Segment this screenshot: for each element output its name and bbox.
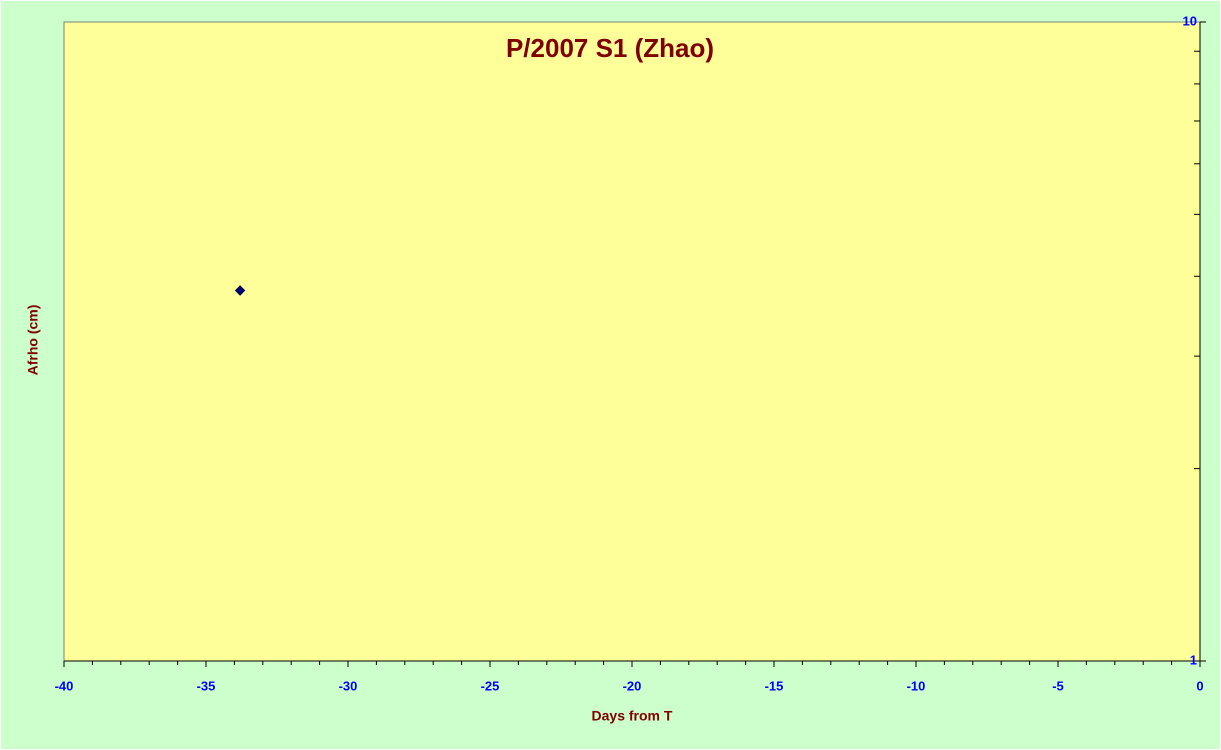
data-point: [234, 285, 246, 296]
y-tick-label: 10: [1183, 13, 1197, 28]
y-tick-label: 1: [1190, 652, 1197, 667]
x-tick-label: -5: [1052, 678, 1064, 693]
x-axis-label: Days from T: [592, 708, 673, 724]
x-tick-label: -15: [765, 678, 784, 693]
y-axis-label: Afrho (cm): [25, 305, 41, 376]
x-tick-label: -25: [481, 678, 500, 693]
x-tick-label: -20: [623, 678, 642, 693]
x-tick-label: 0: [1196, 678, 1203, 693]
x-tick-label: -10: [907, 678, 926, 693]
x-tick-label: -40: [55, 678, 74, 693]
x-tick-label: -35: [197, 678, 216, 693]
plot-area: [63, 21, 1201, 662]
x-tick-label: -30: [339, 678, 358, 693]
chart-title: P/2007 S1 (Zhao): [506, 33, 714, 63]
